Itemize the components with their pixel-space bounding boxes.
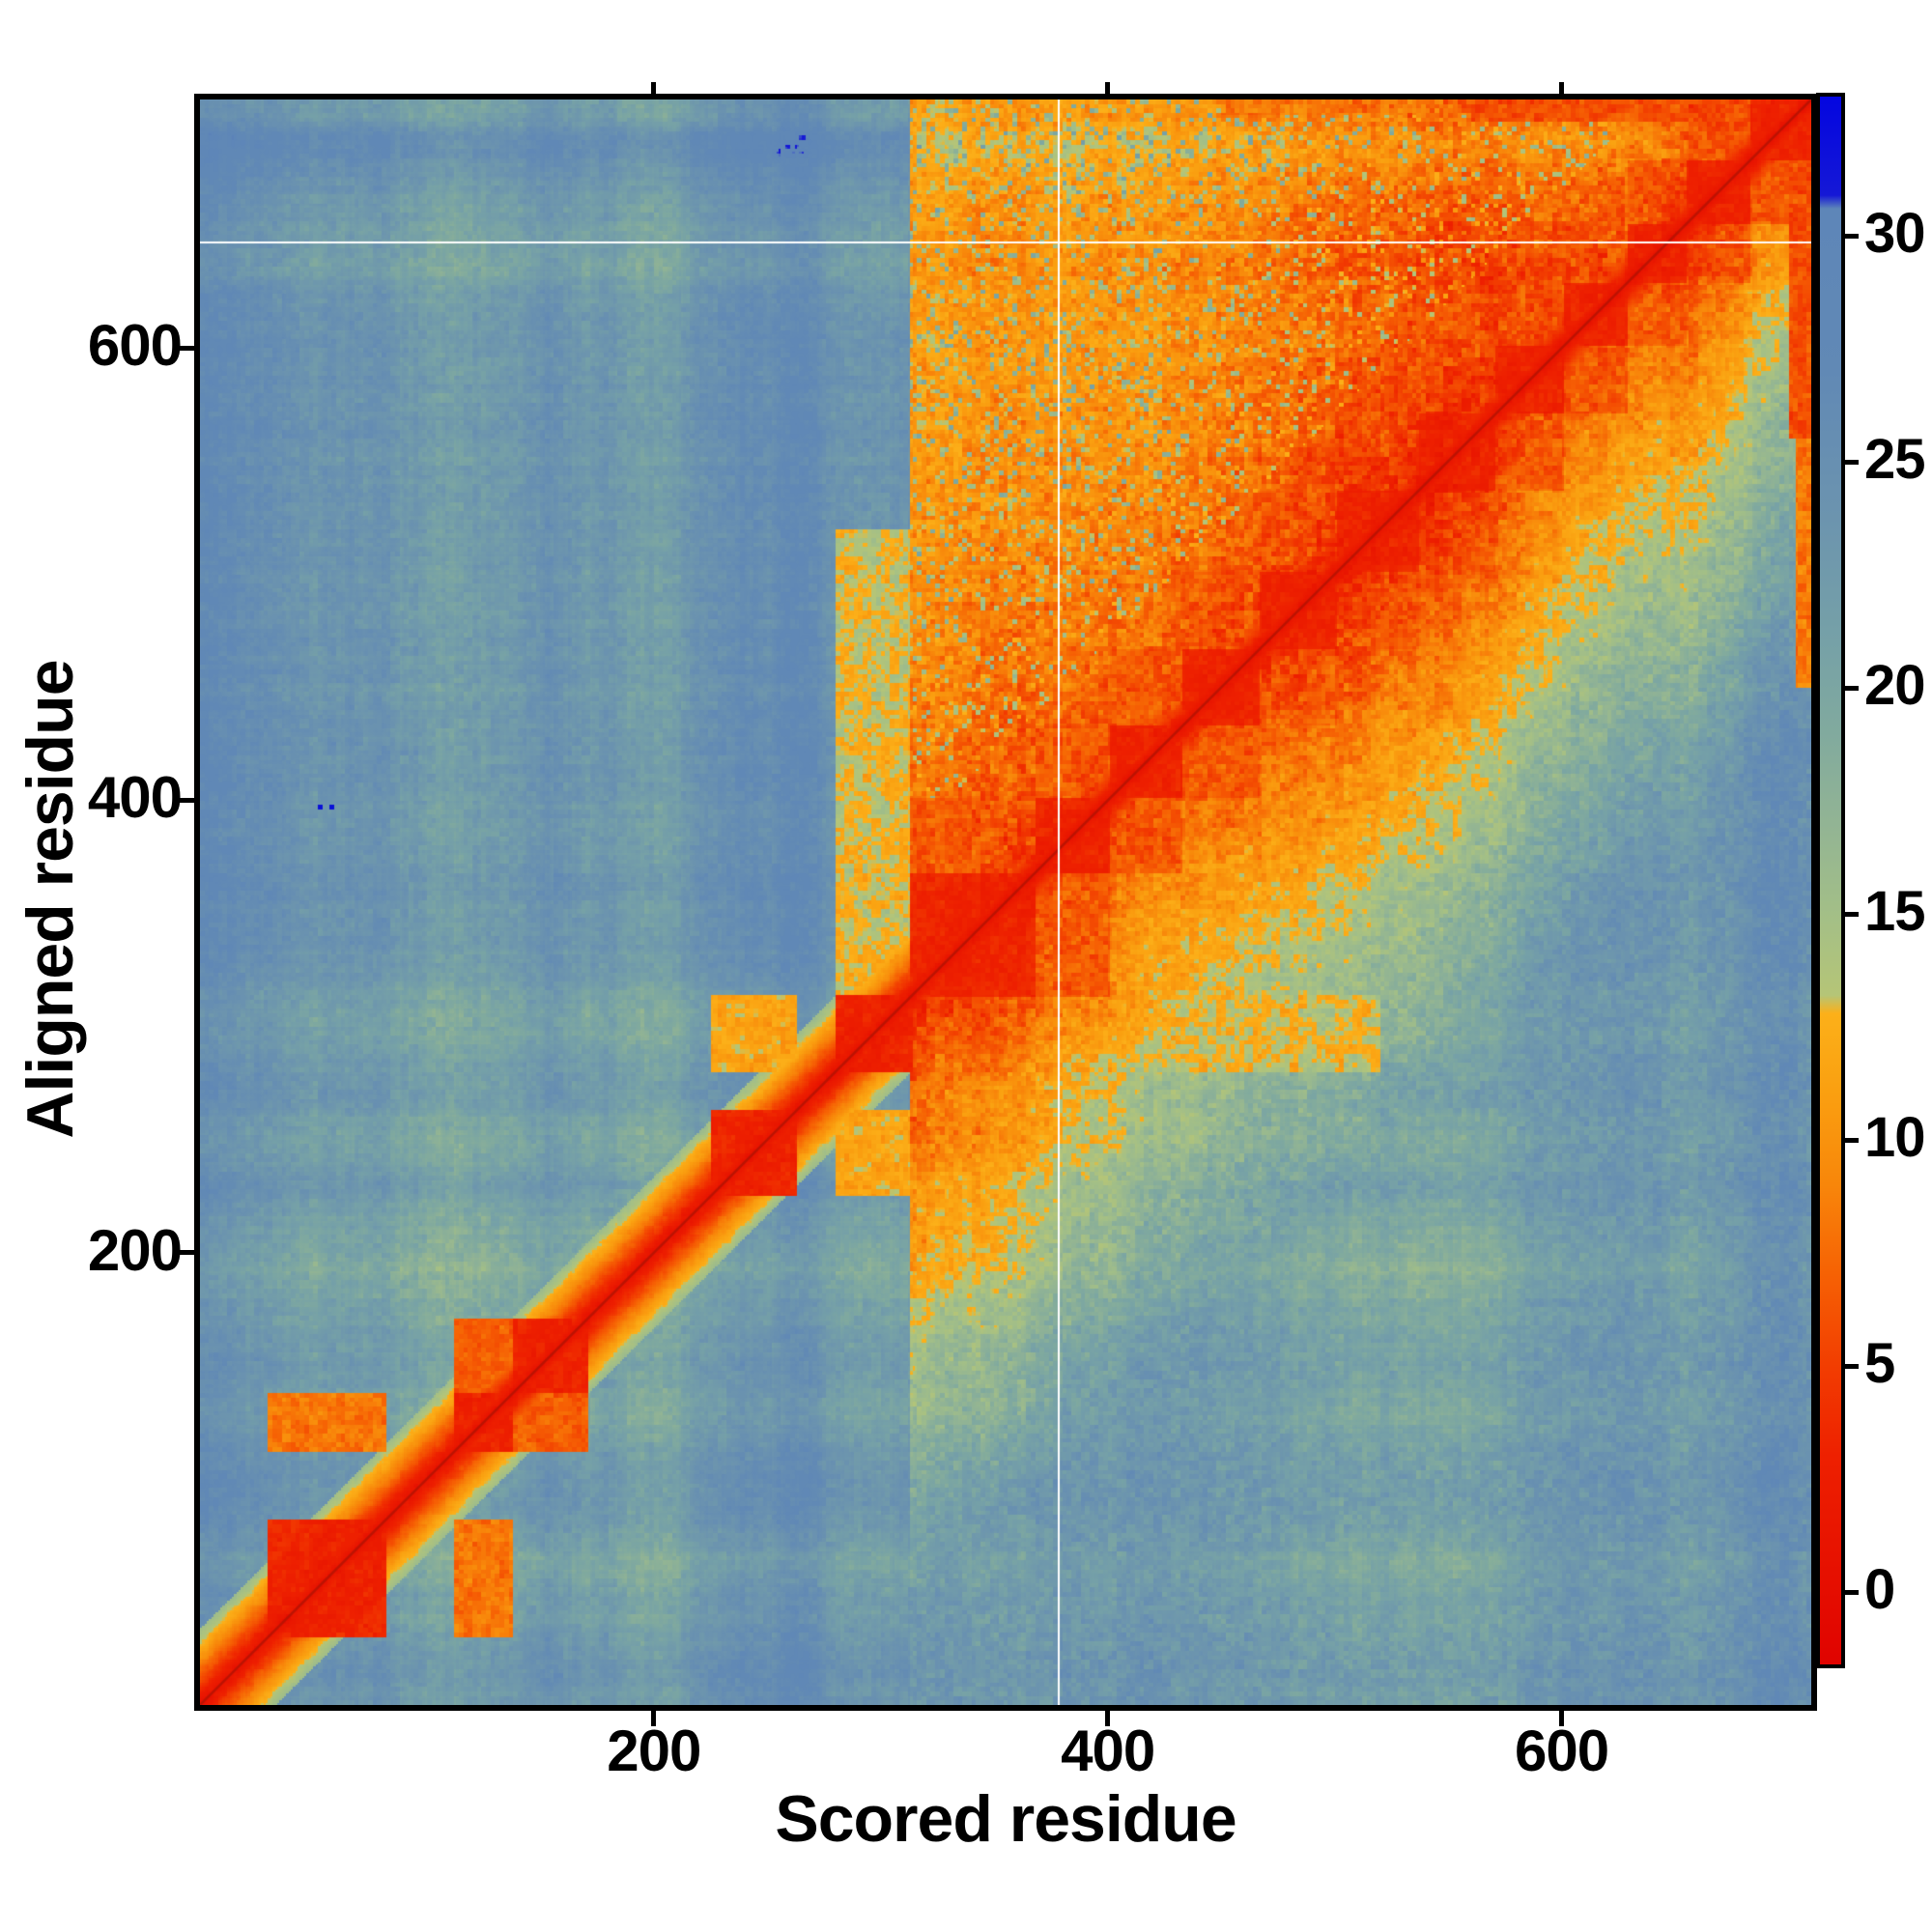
colorbar-tick-label: 25 <box>1864 428 1926 492</box>
colorbar <box>1816 93 1845 1668</box>
colorbar-tick-label: 5 <box>1864 1332 1895 1396</box>
x-axis-tick-bottom <box>1105 1711 1111 1726</box>
colorbar-tick <box>1845 685 1859 691</box>
y-tick-label: 600 <box>87 313 183 379</box>
y-tick-label: 400 <box>87 765 183 831</box>
x-axis-tick-bottom <box>1559 1711 1565 1726</box>
x-axis-tick-top <box>1559 82 1565 94</box>
y-tick-label: 200 <box>87 1217 183 1283</box>
colorbar-tick-label: 0 <box>1864 1558 1895 1622</box>
x-tick-label: 400 <box>1061 1719 1155 1783</box>
colorbar-tick-label: 30 <box>1864 202 1926 266</box>
colorbar-tick <box>1845 1137 1859 1143</box>
colorbar-tick <box>1845 911 1859 917</box>
x-tick-label: 600 <box>1515 1719 1609 1783</box>
y-axis-tick-left <box>179 798 194 804</box>
colorbar-tick <box>1845 459 1859 465</box>
colorbar-tick-label: 15 <box>1864 880 1926 944</box>
x-axis-title: Scored residue <box>775 1781 1236 1856</box>
colorbar-gradient <box>1820 97 1841 1664</box>
y-axis-tick-left <box>179 1250 194 1256</box>
x-axis-tick-bottom <box>651 1711 657 1726</box>
y-axis-tick-left <box>179 345 194 351</box>
colorbar-tick <box>1845 233 1859 239</box>
colorbar-tick <box>1845 1363 1859 1369</box>
heatmap-plot-area <box>194 94 1817 1711</box>
colorbar-tick-label: 20 <box>1864 654 1926 718</box>
colorbar-tick-label: 10 <box>1864 1106 1926 1170</box>
x-tick-label: 200 <box>607 1719 701 1783</box>
colorbar-tick <box>1845 1589 1859 1595</box>
y-axis-title: Aligned residue <box>14 660 87 1139</box>
x-axis-tick-top <box>1105 82 1111 94</box>
heatmap-canvas <box>200 99 1811 1705</box>
x-axis-tick-top <box>651 82 657 94</box>
